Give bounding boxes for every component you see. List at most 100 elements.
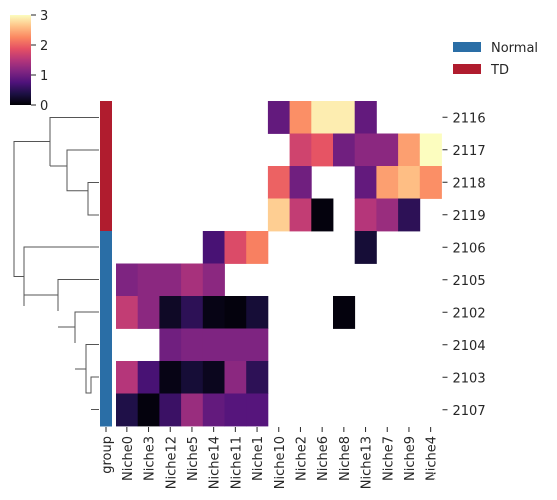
dendrogram-branch [87,182,99,199]
heatmap-cell [311,133,334,167]
dendrogram-branch [13,141,50,226]
dendrogram-branch [66,149,99,183]
group-cell [100,198,112,232]
row-tick-label: 2102 [453,306,486,321]
group-legend: Normal TD [453,41,538,78]
heatmap-cell [354,198,377,232]
column-tick-label: Niche0 [121,436,136,481]
heatmap-cell [116,393,139,427]
column-tick-label: Niche4 [425,436,440,481]
dendrogram-branch [66,150,88,192]
legend-swatch [453,64,481,74]
legend-label: TD [490,63,509,78]
heatmap-cell [246,361,269,394]
colorbar-ticks: 0 1 2 3 [31,9,48,114]
column-tick-label: Niche9 [403,436,418,481]
heatmap-cell [419,133,442,167]
heatmap-cell [116,361,139,394]
heatmap-cell [224,231,247,264]
heatmap-cell [181,393,204,427]
heatmap-cell [354,166,377,199]
heatmap-cell [202,393,225,427]
heatmap-cell [376,198,399,232]
dendrogram-branch [13,226,24,277]
heatmap-cell [202,263,225,297]
heatmap-cell [246,231,269,264]
group-cell [100,263,112,297]
row-tick-label: 2118 [453,176,486,191]
group-cell [100,328,112,362]
heatmap-cell [333,101,356,134]
heatmap-cell [246,296,269,329]
group-cell [100,231,112,264]
colorbar-gradient [10,15,31,105]
heatmap-cell [376,133,399,167]
dendrogram-branch [90,376,99,394]
legend-label: Normal [491,41,538,56]
heatmap-cell [159,393,182,427]
colorbar-tick-label: 3 [40,9,48,24]
heatmap-cell [333,296,356,329]
dendrogram-branch [85,344,99,360]
heatmap-cell [333,133,356,167]
column-tick-labels: group Niche0 Niche3 Niche12 Niche5 Niche14 Nic… [100,427,440,489]
heatmap-cell [159,263,182,297]
heatmap-cell [181,296,204,329]
group-cell [100,361,112,394]
row-tick-label: 2105 [453,274,486,289]
heatmap-cell [289,101,312,134]
heatmap-cell [354,133,377,167]
colorbar-tick-label: 0 [40,99,48,114]
heatmap-cell [354,231,377,264]
heatmap-cell [267,101,290,134]
heatmap-cells [116,101,442,427]
heatmap-cell [202,328,225,362]
heatmap-cell [267,198,290,232]
row-tick-label: 2107 [453,404,486,419]
column-tick-label: Niche11 [229,436,244,489]
heatmap-cell [267,166,290,199]
column-tick-label: Niche10 [273,436,288,489]
colorbar: 0 1 2 3 [10,9,48,114]
column-tick-label: Niche6 [316,436,331,481]
heatmap-cell [116,296,139,329]
column-tick-label: Niche8 [338,436,353,481]
heatmap-cell [376,166,399,199]
heatmap-cell [311,198,334,232]
heatmap-cell [137,296,160,329]
row-tick-labels: 2116 2117 2118 2119 2106 2105 2102 2104 2103 2107 [442,111,486,419]
column-tick-label: Niche12 [164,436,179,489]
heatmap-cell [159,296,182,329]
heatmap-cell [181,328,204,362]
row-tick-label: 2103 [453,371,486,386]
column-tick-label: Niche14 [208,436,223,489]
heatmap-cell [116,263,139,297]
heatmap-cell [224,393,247,427]
group-cell [100,393,112,427]
heatmap-cell [181,263,204,297]
column-tick-label: Niche13 [360,436,375,489]
colorbar-tick-label: 1 [40,69,48,84]
heatmap-cell [289,133,312,167]
dendrogram-branch [74,311,99,343]
column-tick-label: Niche2 [294,436,309,481]
column-tick-label: Niche3 [143,436,158,481]
heatmap-cell [137,361,160,394]
dendrogram-branch [23,246,99,306]
heatmap-cell [159,361,182,394]
heatmap-cell [354,101,377,134]
heatmap-cell [202,296,225,329]
dendrogram-branch [85,344,91,394]
heatmap-cell [202,361,225,394]
group-cell [100,133,112,167]
legend-swatch [453,42,481,52]
dendrogram-branch [57,279,99,311]
row-tick-label: 2116 [453,111,486,126]
heatmap-cell [289,198,312,232]
heatmap-cell [289,166,312,199]
dendrogram-branch [49,117,99,166]
heatmap-cell [398,166,421,199]
colorbar-tick-label: 2 [40,39,48,54]
heatmap-cell [419,166,442,199]
